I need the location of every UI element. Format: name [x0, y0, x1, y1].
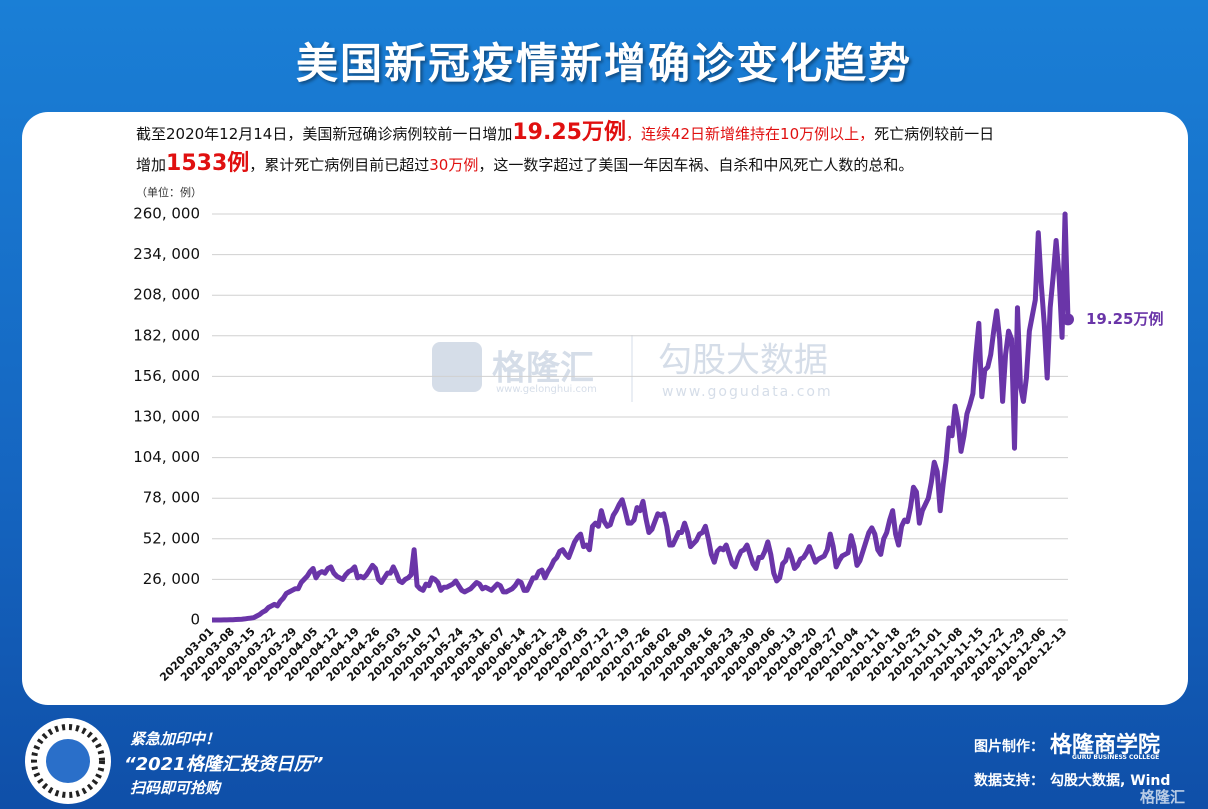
y-tick-label: 78, 000: [143, 489, 200, 507]
end-label: 19.25万例: [1086, 310, 1163, 328]
watermark-text: 勾股大数据: [658, 341, 828, 381]
credit: 格隆商学院: [1050, 733, 1161, 758]
qr-pattern: [31, 724, 105, 798]
source: 勾股大数据, Wind: [1050, 773, 1171, 789]
y-tick-label: 208, 000: [133, 286, 200, 304]
line: [211, 211, 1071, 623]
summary-highlight: 1533例: [166, 151, 250, 176]
summary-text: ，这一数字超过了美国一年因车祸、自杀和中风死亡人数的总和。: [478, 156, 914, 174]
y-tick-label: 130, 000: [133, 408, 200, 426]
promo: 紧急加印中！: [130, 730, 221, 748]
y-tick-label: 0: [190, 611, 200, 629]
summary-highlight: 30万例: [429, 156, 479, 174]
y-tick-label: 260, 000: [133, 205, 200, 223]
panel: [22, 112, 1188, 705]
summary: 截至2020年12月14日，美国新冠确诊病例较前一日增加19.25万例，连续42…: [136, 118, 1176, 180]
y-tick-label: 52, 000: [143, 529, 200, 547]
promo: “2021格隆汇投资日历”: [124, 754, 324, 775]
end-point: [1062, 313, 1074, 326]
qr-code: [25, 718, 111, 804]
watermark-text: www.gelonghui.com: [496, 384, 597, 395]
summary-text: 截至2020年12月14日，美国新冠确诊病例较前一日增加: [136, 125, 513, 143]
unit-label: （单位：例）: [136, 185, 202, 199]
title: 美国新冠疫情新增确诊变化趋势: [295, 39, 912, 88]
y-tick-label: 26, 000: [143, 570, 200, 588]
corner-logo: 格隆汇: [1140, 788, 1186, 806]
summary-highlight: 19.25万例: [512, 120, 626, 145]
y-tick-label: 182, 000: [133, 326, 200, 344]
y-tick-label: 104, 000: [133, 448, 200, 466]
watermark-logo: [432, 342, 482, 392]
promo: 扫码即可抢购: [130, 779, 221, 797]
y-tick-label: 234, 000: [133, 245, 200, 263]
watermark-text: 格隆汇: [492, 349, 594, 389]
summary-text: ，累计死亡病例目前已超过: [249, 156, 430, 174]
credit-label: 图片制作：: [974, 739, 1044, 755]
watermark: 格隆汇 www.gelonghui.com 勾股大数据 www.gogudata…: [432, 335, 833, 402]
watermark-text: www.gogudata.com: [662, 384, 833, 400]
qr-center: [46, 739, 90, 783]
credit-en: GURU BUSINESS COLLEGE: [1072, 754, 1160, 761]
y-tick-label: 156, 000: [133, 367, 200, 385]
source-label: 数据支持：: [974, 773, 1044, 789]
summary-text: 增加: [136, 156, 167, 174]
summary-text: 死亡病例较前一日: [874, 125, 995, 143]
summary-highlight: ，连续42日新增维持在10万例以上，: [625, 125, 875, 143]
